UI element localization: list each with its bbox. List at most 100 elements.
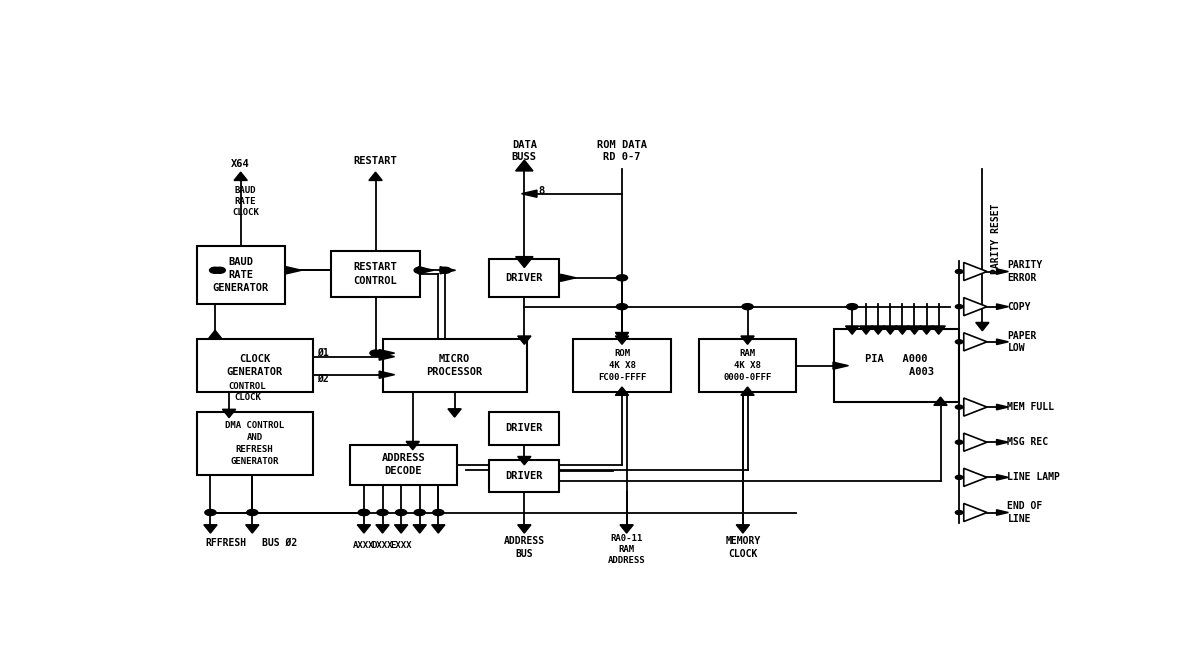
- Text: ADDRESS
DECODE: ADDRESS DECODE: [382, 453, 425, 477]
- Polygon shape: [246, 525, 259, 533]
- Text: LINE LAMP: LINE LAMP: [1008, 472, 1061, 482]
- Circle shape: [955, 340, 962, 344]
- Polygon shape: [358, 525, 371, 533]
- Circle shape: [359, 509, 370, 516]
- Polygon shape: [516, 257, 533, 267]
- Polygon shape: [964, 433, 986, 451]
- Polygon shape: [871, 326, 884, 334]
- Polygon shape: [432, 525, 445, 533]
- Polygon shape: [406, 441, 419, 450]
- Circle shape: [955, 269, 962, 274]
- Polygon shape: [996, 304, 1008, 310]
- Circle shape: [377, 509, 388, 516]
- Text: 8: 8: [538, 186, 544, 196]
- Polygon shape: [517, 525, 530, 533]
- Text: Ø2: Ø2: [317, 374, 329, 384]
- Bar: [197, 339, 313, 392]
- Polygon shape: [964, 468, 986, 486]
- Text: DXXX: DXXX: [372, 541, 394, 550]
- Circle shape: [214, 267, 226, 273]
- Polygon shape: [883, 326, 896, 334]
- Text: PAPER
LOW: PAPER LOW: [1008, 331, 1037, 353]
- Polygon shape: [286, 267, 301, 274]
- Polygon shape: [740, 387, 754, 395]
- Circle shape: [955, 304, 962, 308]
- Polygon shape: [379, 371, 395, 378]
- Text: DRIVER: DRIVER: [505, 471, 544, 481]
- Polygon shape: [964, 333, 986, 351]
- Polygon shape: [908, 326, 922, 334]
- Text: RAM
4K X8
0000-0FFF: RAM 4K X8 0000-0FFF: [724, 349, 772, 382]
- Polygon shape: [209, 331, 222, 338]
- Polygon shape: [517, 456, 530, 465]
- Polygon shape: [976, 323, 989, 331]
- Polygon shape: [440, 267, 456, 274]
- Text: MEMORY
CLOCK: MEMORY CLOCK: [725, 537, 761, 559]
- Circle shape: [433, 509, 444, 516]
- Circle shape: [955, 440, 962, 444]
- Text: CLOCK
GENERATOR: CLOCK GENERATOR: [227, 354, 283, 378]
- Circle shape: [617, 304, 628, 310]
- Polygon shape: [516, 160, 533, 171]
- Text: ROM DATA
RD 0-7: ROM DATA RD 0-7: [596, 140, 647, 162]
- Polygon shape: [616, 333, 629, 341]
- Text: BAUD
RATE
CLOCK: BAUD RATE CLOCK: [232, 186, 259, 217]
- Text: DRIVER: DRIVER: [505, 273, 544, 283]
- Polygon shape: [920, 326, 934, 334]
- Polygon shape: [376, 525, 389, 533]
- Circle shape: [396, 509, 407, 516]
- Text: MICRO
PROCESSOR: MICRO PROCESSOR: [426, 354, 482, 378]
- Polygon shape: [934, 397, 947, 406]
- Polygon shape: [204, 525, 217, 533]
- Text: RFFRESH: RFFRESH: [206, 538, 247, 548]
- Text: CONTROL
CLOCK: CONTROL CLOCK: [229, 382, 266, 402]
- Circle shape: [205, 509, 216, 516]
- Polygon shape: [616, 387, 629, 395]
- Circle shape: [414, 509, 425, 516]
- Text: Ø1: Ø1: [317, 348, 329, 357]
- Polygon shape: [234, 172, 247, 181]
- Polygon shape: [996, 439, 1008, 445]
- Bar: [490, 259, 559, 297]
- Bar: [197, 246, 284, 304]
- Polygon shape: [964, 263, 986, 280]
- Polygon shape: [522, 190, 536, 198]
- Circle shape: [247, 509, 258, 516]
- Polygon shape: [996, 339, 1008, 344]
- Circle shape: [955, 511, 962, 514]
- Bar: [383, 339, 527, 392]
- Polygon shape: [964, 503, 986, 522]
- Polygon shape: [740, 336, 754, 344]
- Polygon shape: [379, 353, 395, 360]
- Text: ROM
4K X8
FC00-FFFF: ROM 4K X8 FC00-FFFF: [598, 349, 646, 382]
- Text: DRIVER: DRIVER: [505, 423, 544, 434]
- Bar: [490, 460, 559, 492]
- Polygon shape: [895, 326, 910, 334]
- Polygon shape: [964, 398, 986, 416]
- Text: RA0-11
RAM
ADDRESS: RA0-11 RAM ADDRESS: [608, 533, 646, 565]
- Text: RESTART: RESTART: [354, 156, 397, 166]
- Polygon shape: [560, 274, 576, 282]
- Polygon shape: [395, 525, 408, 533]
- Text: RESTART
CONTROL: RESTART CONTROL: [354, 263, 397, 286]
- Polygon shape: [996, 269, 1008, 274]
- Circle shape: [370, 350, 382, 356]
- Polygon shape: [222, 409, 235, 418]
- Text: BAUD
RATE
GENERATOR: BAUD RATE GENERATOR: [212, 257, 269, 293]
- Polygon shape: [419, 267, 433, 274]
- Polygon shape: [932, 326, 946, 334]
- Text: AXXX: AXXX: [353, 541, 374, 550]
- Bar: [350, 445, 457, 485]
- Polygon shape: [846, 326, 859, 334]
- Polygon shape: [859, 326, 872, 334]
- Polygon shape: [996, 404, 1008, 410]
- Circle shape: [359, 509, 370, 516]
- Bar: [490, 412, 559, 445]
- Polygon shape: [616, 336, 629, 344]
- Polygon shape: [379, 349, 395, 357]
- Text: X64: X64: [232, 158, 250, 169]
- Polygon shape: [620, 525, 634, 533]
- Polygon shape: [737, 525, 750, 533]
- Text: BUS Ø2: BUS Ø2: [262, 538, 296, 548]
- Polygon shape: [964, 297, 986, 316]
